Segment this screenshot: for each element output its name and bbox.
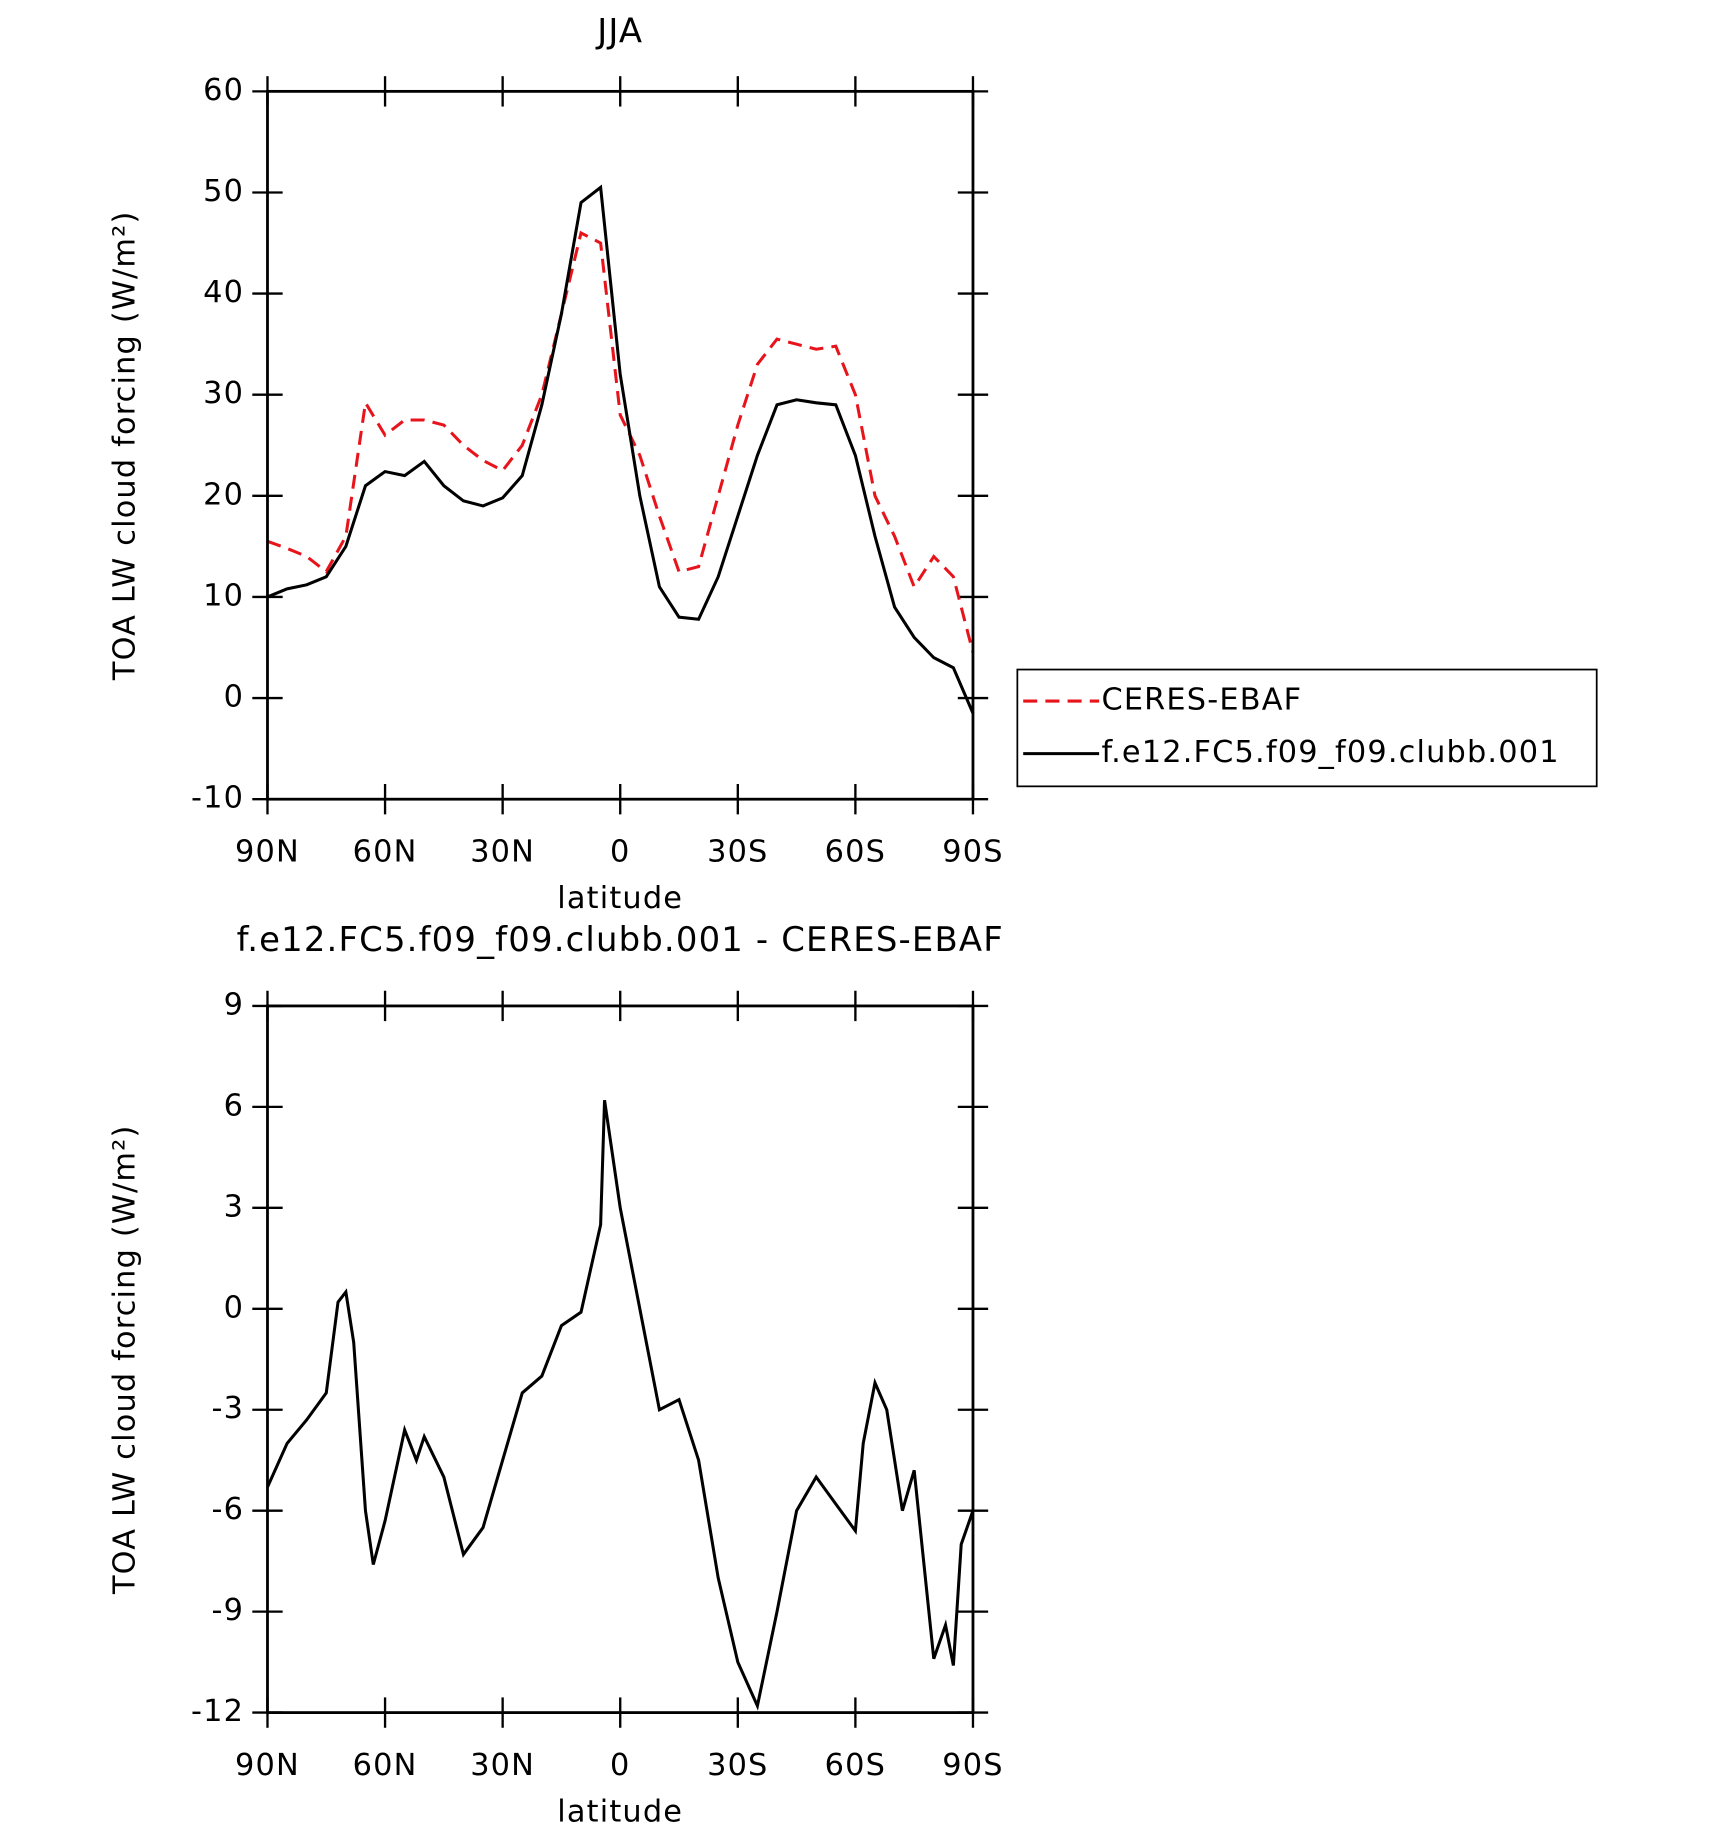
y-tick-label: 50	[203, 174, 244, 209]
x-tick-label: 90N	[235, 834, 300, 869]
data-line	[266, 184, 975, 714]
y-tick-label: -9	[212, 1593, 245, 1628]
x-tick-label: 90N	[235, 1748, 300, 1783]
y-tick-label: 30	[203, 376, 244, 411]
y-tick-label: 9	[224, 987, 244, 1022]
chart-title: f.e12.FC5.f09_f09.clubb.001 - CERES-EBAF	[237, 920, 1004, 959]
x-tick-label: 90S	[942, 1748, 1003, 1783]
legend-box	[1016, 668, 1598, 788]
x-tick-label: 60S	[825, 834, 886, 869]
plot-frame	[266, 89, 975, 801]
chart-title: JJA	[595, 11, 643, 50]
x-tick-label: 30N	[470, 834, 535, 869]
y-tick-label: -12	[191, 1694, 244, 1729]
data-line	[266, 230, 975, 653]
y-tick-label: 40	[203, 275, 244, 310]
y-tick-label: -3	[212, 1391, 245, 1426]
x-axis-label: latitude	[557, 1795, 683, 1830]
y-tick-label: 3	[224, 1189, 244, 1224]
y-tick-label: 6	[224, 1088, 244, 1123]
x-tick-label: 0	[610, 1748, 630, 1783]
chart: JJA latitude TOA LW cloud forcing (W/m²) -1…	[108, 11, 1598, 916]
x-tick-label: 90S	[942, 834, 1003, 869]
x-tick-label: 30S	[707, 1748, 768, 1783]
y-tick-label: -10	[191, 781, 244, 816]
x-axis-label: latitude	[557, 881, 683, 916]
x-tick-label: 30S	[707, 834, 768, 869]
x-tick-label: 60S	[825, 1748, 886, 1783]
y-tick-label: 10	[203, 578, 244, 613]
x-tick-label: 60N	[353, 834, 418, 869]
y-tick-label: -6	[212, 1492, 245, 1527]
legend-label: CERES-EBAF	[1101, 683, 1302, 718]
chart: f.e12.FC5.f09_f09.clubb.001 - CERES-EBAF…	[108, 920, 1004, 1830]
x-tick-label: 0	[610, 834, 630, 869]
y-axis-label: TOA LW cloud forcing (W/m²)	[108, 210, 143, 681]
y-tick-label: 60	[203, 73, 244, 108]
legend-label: f.e12.FC5.f09_f09.clubb.001	[1101, 735, 1559, 770]
x-tick-label: 30N	[470, 1748, 535, 1783]
plot-frame	[266, 1004, 975, 1714]
y-axis-label: TOA LW cloud forcing (W/m²)	[108, 1124, 143, 1595]
y-tick-label: 20	[203, 477, 244, 512]
y-tick-label: 0	[224, 680, 244, 715]
data-line	[266, 1099, 975, 1711]
y-tick-label: 0	[224, 1290, 244, 1325]
x-tick-label: 60N	[353, 1748, 418, 1783]
